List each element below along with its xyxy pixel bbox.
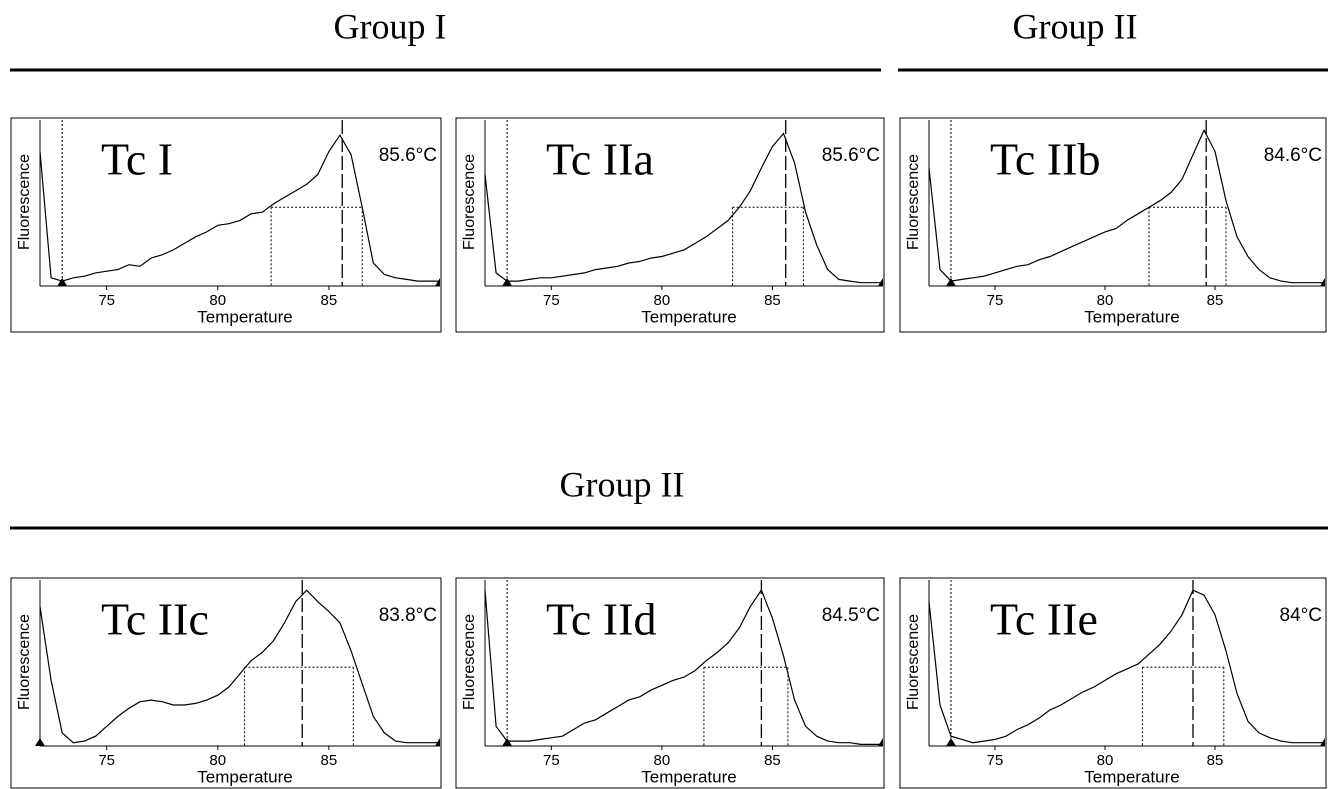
tm-label: 85.6°C bbox=[822, 145, 880, 166]
tm-label: 85.6°C bbox=[379, 145, 437, 166]
x-tick-label: 85 bbox=[764, 752, 781, 769]
x-tick-label: 85 bbox=[321, 752, 338, 769]
cursor-marker bbox=[502, 738, 513, 746]
x-tick-label: 75 bbox=[543, 292, 560, 309]
end-marker bbox=[1320, 278, 1325, 286]
x-tick-label: 85 bbox=[1207, 752, 1224, 769]
x-tick-label: 80 bbox=[1097, 752, 1114, 769]
y-axis-label: Fluorescence bbox=[461, 614, 478, 710]
panel-frame bbox=[455, 117, 885, 333]
x-tick-label: 85 bbox=[321, 292, 338, 309]
y-axis-label: Fluorescence bbox=[905, 154, 922, 250]
panel-title: Tc IIc bbox=[101, 594, 209, 645]
x-tick-label: 80 bbox=[209, 752, 226, 769]
x-tick-label: 75 bbox=[987, 752, 1004, 769]
end-marker bbox=[1320, 738, 1325, 746]
panel-title: Tc IId bbox=[546, 594, 656, 645]
cursor-marker bbox=[946, 278, 956, 286]
y-axis-label: Fluorescence bbox=[16, 154, 33, 250]
end-marker bbox=[878, 278, 883, 286]
tm-label: 83.8°C bbox=[379, 605, 437, 626]
x-axis-label: Temperature bbox=[197, 767, 292, 786]
x-tick-label: 85 bbox=[764, 292, 781, 309]
panel-title: Tc IIa bbox=[546, 134, 654, 185]
x-tick-label: 80 bbox=[1097, 292, 1114, 309]
x-tick-label: 75 bbox=[98, 752, 115, 769]
x-tick-label: 85 bbox=[1207, 292, 1224, 309]
y-axis-label: Fluorescence bbox=[905, 614, 922, 710]
cursor-marker bbox=[502, 278, 513, 286]
panel-title: Tc IIe bbox=[990, 594, 1098, 645]
x-tick-label: 80 bbox=[654, 292, 671, 309]
y-axis-label: Fluorescence bbox=[461, 154, 478, 250]
melt-curve bbox=[484, 132, 883, 284]
panel-frame bbox=[455, 577, 885, 789]
end-marker bbox=[435, 278, 440, 286]
panel-frame bbox=[10, 577, 442, 789]
panel-title: Tc IIb bbox=[990, 134, 1100, 185]
melt-curve bbox=[928, 589, 1325, 744]
panel-frame bbox=[899, 117, 1327, 333]
group-title: Group II bbox=[1013, 6, 1138, 46]
panel-frame bbox=[899, 577, 1327, 789]
tm-label: 84.5°C bbox=[822, 605, 880, 626]
melt-curve bbox=[39, 589, 440, 744]
melt-curve bbox=[39, 133, 440, 282]
x-tick-label: 75 bbox=[98, 292, 115, 309]
end-marker bbox=[435, 738, 440, 746]
tm-label: 84.6°C bbox=[1264, 145, 1322, 166]
x-axis-label: Temperature bbox=[197, 307, 292, 326]
x-axis-label: Temperature bbox=[641, 767, 736, 786]
x-axis-label: Temperature bbox=[641, 307, 736, 326]
x-tick-label: 75 bbox=[543, 752, 560, 769]
x-axis-label: Temperature bbox=[1084, 767, 1179, 786]
cursor-marker bbox=[946, 738, 956, 746]
group-title: Group I bbox=[334, 6, 447, 46]
x-tick-label: 75 bbox=[987, 292, 1004, 309]
y-axis-label: Fluorescence bbox=[16, 614, 33, 710]
melt-curve bbox=[928, 128, 1325, 284]
tm-label: 84°C bbox=[1280, 605, 1322, 626]
x-tick-label: 80 bbox=[654, 752, 671, 769]
cursor-marker bbox=[57, 278, 68, 286]
panel-title: Tc I bbox=[101, 134, 173, 185]
panel-frame bbox=[10, 117, 442, 333]
melt-curve bbox=[484, 588, 883, 745]
cursor-marker bbox=[35, 738, 45, 746]
x-tick-label: 80 bbox=[209, 292, 226, 309]
x-axis-label: Temperature bbox=[1084, 307, 1179, 326]
group-title: Group II bbox=[560, 464, 685, 504]
